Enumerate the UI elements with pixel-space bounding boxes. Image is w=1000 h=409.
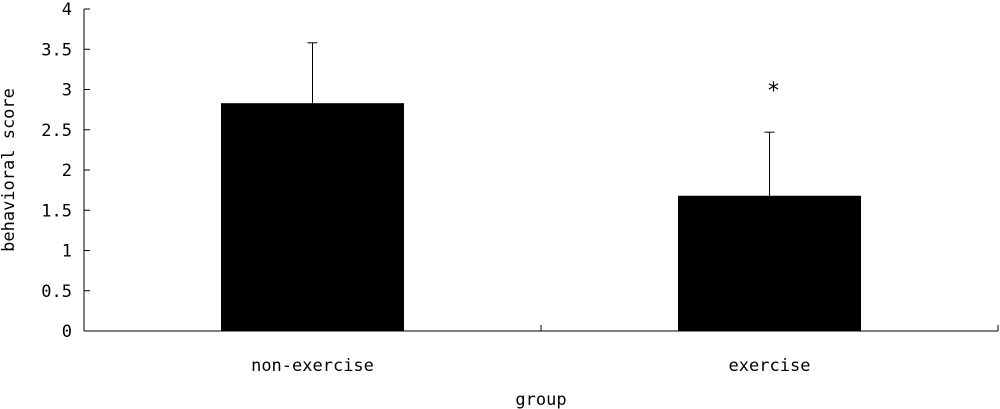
y-tick-label: 2 <box>62 161 72 181</box>
y-tick-label: 3 <box>62 81 72 101</box>
x-ticks <box>540 325 999 331</box>
y-tick-label: 0 <box>62 322 72 342</box>
y-tick-label: 3.5 <box>41 40 72 60</box>
y-axis-title: behavioral score <box>0 88 19 252</box>
annotations: * <box>767 79 780 104</box>
y-axis: 0 0.5 1 1.5 2 2.5 3 3.5 4 <box>41 0 90 342</box>
category-label: exercise <box>729 356 811 376</box>
y-tick-label: 0.5 <box>41 282 72 302</box>
y-tick-label: 2.5 <box>41 121 72 141</box>
bar-non-exercise <box>221 103 404 331</box>
significance-marker: * <box>767 79 780 104</box>
bars <box>221 103 861 331</box>
x-axis-title: group <box>515 390 566 409</box>
category-label: non-exercise <box>251 356 374 376</box>
y-tick-label: 4 <box>62 0 72 20</box>
error-bars <box>307 42 775 196</box>
y-ticks: 0 0.5 1 1.5 2 2.5 3 3.5 4 <box>41 0 90 342</box>
category-labels: non-exercise exercise <box>251 356 810 376</box>
y-tick-label: 1.5 <box>41 201 72 221</box>
y-tick-label: 1 <box>62 242 72 262</box>
bar-exercise <box>678 195 861 331</box>
